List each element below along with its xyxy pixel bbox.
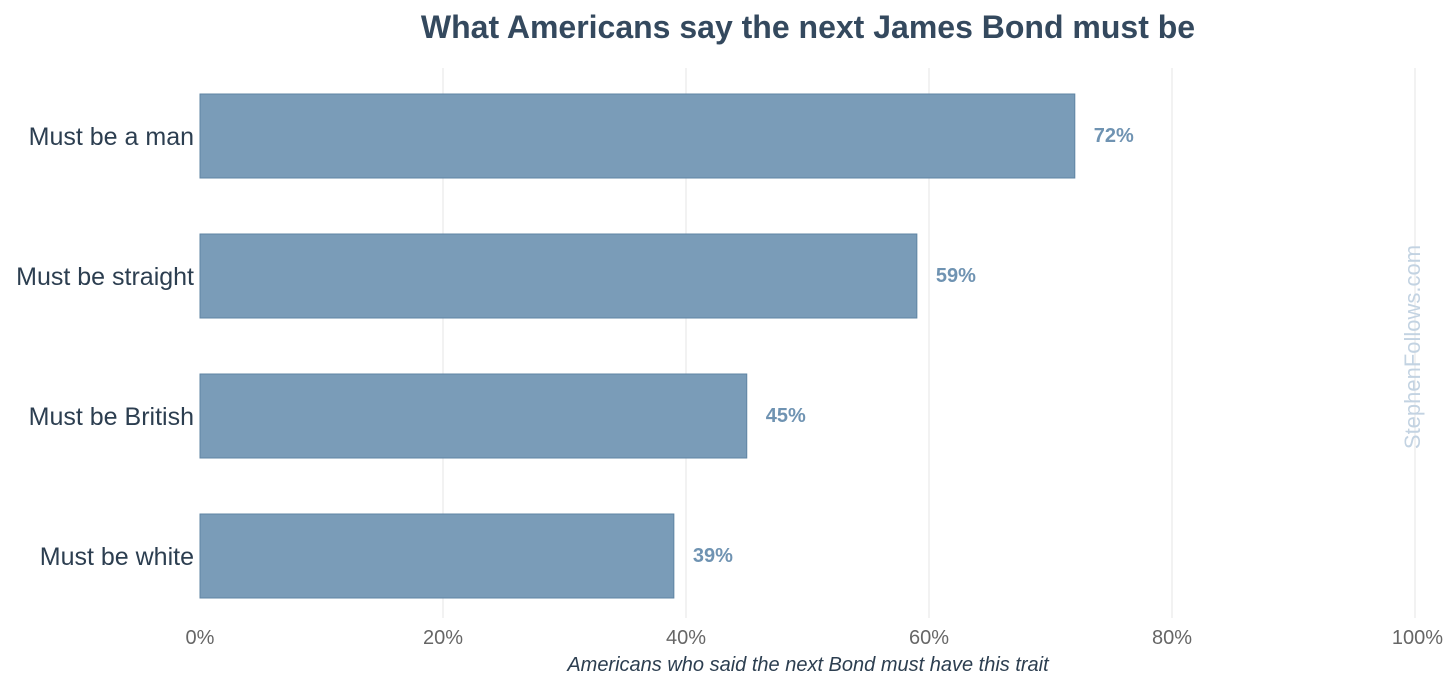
bar [199,513,675,599]
x-axis-label: Americans who said the next Bond must ha… [566,654,1050,676]
value-labels: 72% 59% 45% 39% [693,125,1134,567]
category-label: Must be British [29,403,194,431]
category-label: Must be a man [29,123,194,151]
x-tick-label: 20% [423,627,463,649]
x-tick-label: 80% [1152,627,1192,649]
x-tick-labels: 0% 20% 40% 60% 80% 100% [186,627,1444,649]
bars [199,93,1076,599]
x-tick-label: 100% [1392,627,1443,649]
bar [199,93,1076,179]
watermark: StephenFollows.com [1400,245,1425,449]
value-label: 45% [766,405,806,427]
category-label: Must be straight [16,263,194,291]
value-label: 72% [1094,125,1134,147]
bar [199,373,748,459]
x-tick-label: 0% [186,627,215,649]
value-label: 39% [693,545,733,567]
bar [199,233,918,319]
chart-title: What Americans say the next James Bond m… [421,9,1195,45]
category-label: Must be white [40,543,194,571]
x-tick-label: 40% [666,627,706,649]
x-tick-label: 60% [909,627,949,649]
value-label: 59% [936,265,976,287]
category-labels: Must be a man Must be straight Must be Bri… [16,123,194,571]
